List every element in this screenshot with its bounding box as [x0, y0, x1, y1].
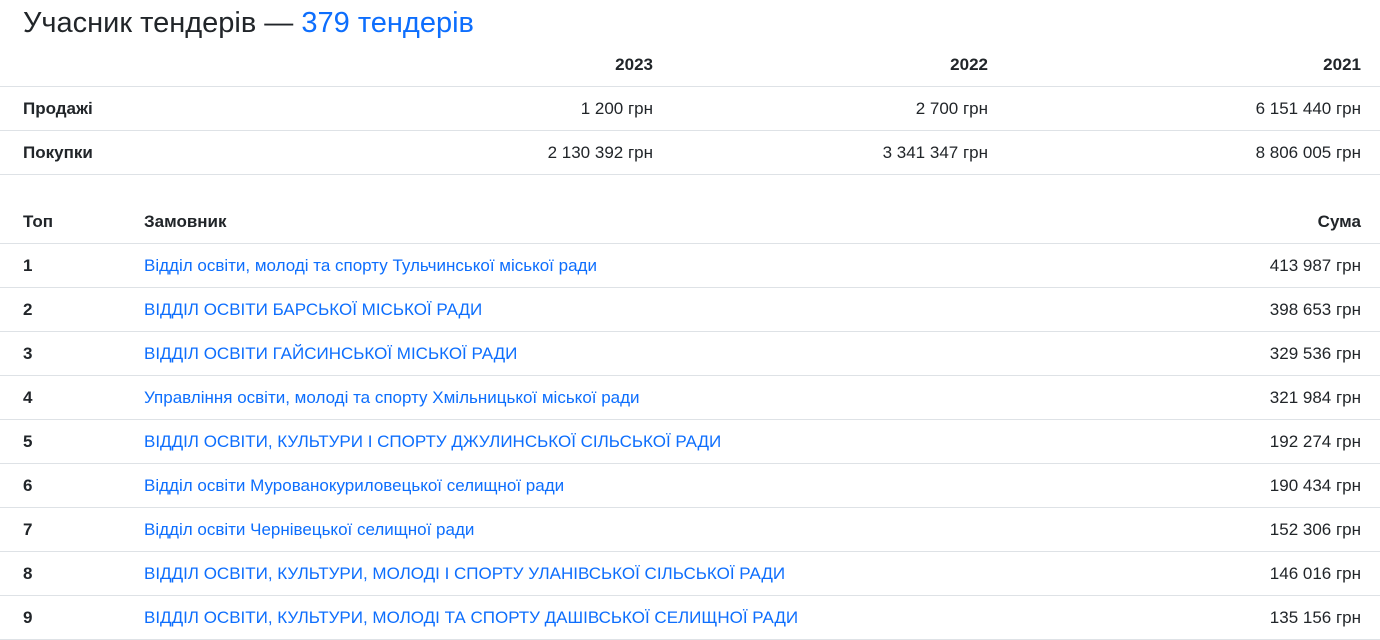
page-title: Учасник тендерів — 379 тендерів [23, 7, 474, 39]
rank-cell: 6 [0, 463, 121, 508]
value-cell: 3 341 347 грн [672, 130, 1007, 175]
rank-cell: 5 [0, 419, 121, 464]
row-label: Продажі [0, 86, 320, 131]
customer-link[interactable]: Відділ освіти Мурованокуриловецької сели… [144, 475, 565, 495]
value-cell: 6 151 440 грн [1007, 86, 1380, 131]
rank-cell: 9 [0, 595, 121, 640]
summary-table: 2023 2022 2021 Продажі 1 200 грн 2 700 г… [0, 43, 1380, 175]
rank-cell: 2 [0, 287, 121, 332]
sum-cell: 192 274 грн [1177, 419, 1380, 464]
customer-link[interactable]: ВІДДІЛ ОСВІТИ ГАЙСИНСЬКОЇ МІСЬКОЇ РАДИ [144, 343, 518, 363]
sum-cell: 146 016 грн [1177, 551, 1380, 596]
table-row: 3 ВІДДІЛ ОСВІТИ ГАЙСИНСЬКОЇ МІСЬКОЇ РАДИ 3… [0, 331, 1380, 376]
value-cell: 1 200 грн [320, 86, 672, 131]
rank-cell: 4 [0, 375, 121, 420]
rank-cell: 1 [0, 243, 121, 288]
sum-cell: 135 156 грн [1177, 595, 1380, 640]
sum-cell: 321 984 грн [1177, 375, 1380, 420]
table-row: 1 Відділ освіти, молоді та спорту Тульчин… [0, 243, 1380, 288]
sum-header: Сума [1177, 200, 1380, 244]
customer-link[interactable]: ВІДДІЛ ОСВІТИ, КУЛЬТУРИ, МОЛОДІ ТА СПОРТ… [144, 607, 799, 627]
summary-row-purchases: Покупки 2 130 392 грн 3 341 347 грн 8 80… [0, 130, 1380, 175]
customer-link[interactable]: ВІДДІЛ ОСВІТИ БАРСЬКОЇ МІСЬКОЇ РАДИ [144, 299, 483, 319]
tenders-count-link[interactable]: 379 тендерів [301, 7, 474, 39]
top-header-row: Топ Замовник Сума [0, 200, 1380, 244]
year-header: 2023 [320, 43, 672, 87]
sum-cell: 329 536 грн [1177, 331, 1380, 376]
row-label: Покупки [0, 130, 320, 175]
year-header: 2021 [1007, 43, 1380, 87]
sum-cell: 190 434 грн [1177, 463, 1380, 508]
customer-header: Замовник [121, 200, 1178, 244]
table-row: 7 Відділ освіти Чернівецької селищної рад… [0, 507, 1380, 552]
table-row: 4 Управління освіти, молоді та спорту Хмі… [0, 375, 1380, 420]
table-row: 9 ВІДДІЛ ОСВІТИ, КУЛЬТУРИ, МОЛОДІ ТА СПОР… [0, 595, 1380, 640]
value-cell: 2 130 392 грн [320, 130, 672, 175]
customer-link[interactable]: ВІДДІЛ ОСВІТИ, КУЛЬТУРИ І СПОРТУ ДЖУЛИНС… [144, 431, 722, 451]
customer-link[interactable]: Управління освіти, молоді та спорту Хміл… [144, 387, 640, 407]
value-cell: 8 806 005 грн [1007, 130, 1380, 175]
customer-link[interactable]: Відділ освіти, молоді та спорту Тульчинс… [144, 255, 597, 275]
sum-cell: 398 653 грн [1177, 287, 1380, 332]
table-row: 2 ВІДДІЛ ОСВІТИ БАРСЬКОЇ МІСЬКОЇ РАДИ 398 … [0, 287, 1380, 332]
customer-link[interactable]: ВІДДІЛ ОСВІТИ, КУЛЬТУРИ, МОЛОДІ І СПОРТУ… [144, 563, 786, 583]
value-cell: 2 700 грн [672, 86, 1007, 131]
sum-cell: 413 987 грн [1177, 243, 1380, 288]
rank-cell: 7 [0, 507, 121, 552]
top-customers-table: Топ Замовник Сума 1 Відділ освіти, молоді… [0, 200, 1380, 640]
rank-cell: 3 [0, 331, 121, 376]
table-row: 8 ВІДДІЛ ОСВІТИ, КУЛЬТУРИ, МОЛОДІ І СПОРТ… [0, 551, 1380, 596]
rank-header: Топ [0, 200, 121, 244]
summary-header-empty [0, 43, 320, 87]
summary-row-sales: Продажі 1 200 грн 2 700 грн 6 151 440 гр… [0, 86, 1380, 131]
sum-cell: 152 306 грн [1177, 507, 1380, 552]
table-row: 5 ВІДДІЛ ОСВІТИ, КУЛЬТУРИ І СПОРТУ ДЖУЛИН… [0, 419, 1380, 464]
rank-cell: 8 [0, 551, 121, 596]
customer-link[interactable]: Відділ освіти Чернівецької селищної ради [144, 519, 475, 539]
year-header: 2022 [672, 43, 1007, 87]
table-row: 6 Відділ освіти Мурованокуриловецької сел… [0, 463, 1380, 508]
summary-header-row: 2023 2022 2021 [0, 43, 1380, 87]
